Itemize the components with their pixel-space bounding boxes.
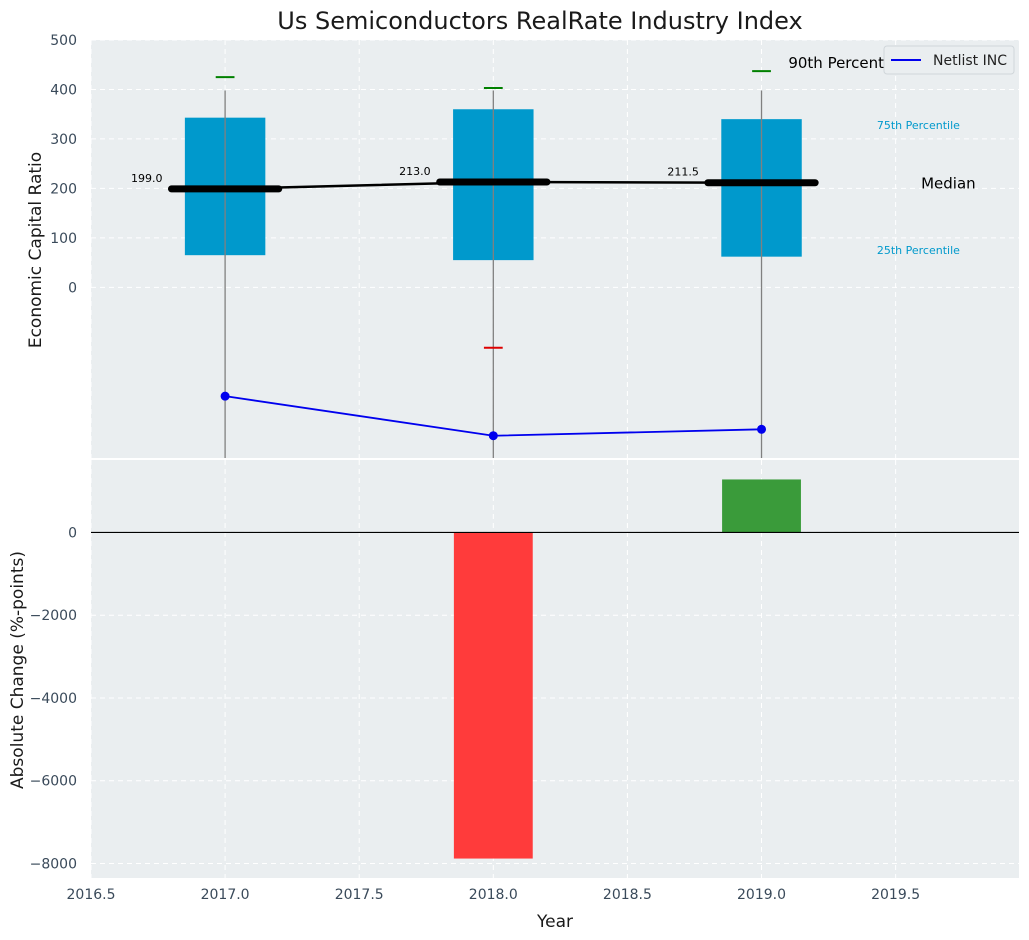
- p90-annotation: 90th Percentile: [788, 54, 901, 72]
- p75-annotation: 75th Percentile: [877, 119, 960, 132]
- x-tick-label: 2017.5: [335, 887, 384, 903]
- x-tick-label: 2018.0: [469, 887, 518, 903]
- top-y-tick-label: 200: [50, 181, 77, 197]
- chart-title: Us Semiconductors RealRate Industry Inde…: [277, 7, 802, 35]
- legend: Netlist INC: [883, 45, 1015, 75]
- series-point-netlist: [757, 424, 767, 434]
- series-point-netlist: [220, 391, 230, 401]
- bottom-y-tick-label: −2000: [30, 608, 77, 624]
- bottom-panel-background: [91, 460, 1019, 878]
- x-axis-label: Year: [536, 912, 573, 932]
- top-y-tick-label: 400: [50, 82, 77, 98]
- top-panel: 0 100 200 300 400 500 199.0 213.0 211.5 90th Perc…: [50, 33, 1019, 458]
- legend-label: Netlist INC: [933, 53, 1007, 69]
- change-bar: [722, 479, 801, 533]
- x-tick-label: 2018.5: [603, 887, 652, 903]
- top-y-axis-label: Economic Capital Ratio: [26, 152, 46, 348]
- x-tick-label: 2017.0: [201, 887, 250, 903]
- bottom-y-tick-label: −6000: [30, 774, 77, 790]
- top-y-tick-label: 300: [50, 132, 77, 148]
- median-value-label: 213.0: [399, 165, 431, 178]
- p25-annotation: 25th Percentile: [877, 244, 960, 257]
- series-point-netlist: [488, 431, 498, 441]
- median-annotation: Median: [921, 174, 976, 192]
- x-tick-label: 2016.5: [67, 887, 116, 903]
- median-value-label: 199.0: [131, 172, 163, 185]
- top-y-tick-label: 0: [68, 280, 77, 296]
- change-bar: [453, 532, 533, 859]
- bottom-panel: 0 −2000 −4000 −6000 −8000 2016.5 2017.0 2017.5 2…: [30, 460, 1019, 903]
- x-tick-label: 2019.5: [871, 887, 920, 903]
- median-value-label: 211.5: [667, 166, 699, 179]
- bottom-y-tick-label: −8000: [30, 857, 77, 873]
- top-y-tick-label: 500: [50, 33, 77, 49]
- bottom-y-tick-label: 0: [68, 525, 77, 541]
- bottom-y-tick-label: −4000: [30, 691, 77, 707]
- top-y-tick-label: 100: [50, 231, 77, 247]
- bottom-y-axis-label: Absolute Change (%-points): [8, 551, 28, 789]
- x-tick-label: 2019.0: [737, 887, 786, 903]
- legend-box: [883, 45, 1015, 75]
